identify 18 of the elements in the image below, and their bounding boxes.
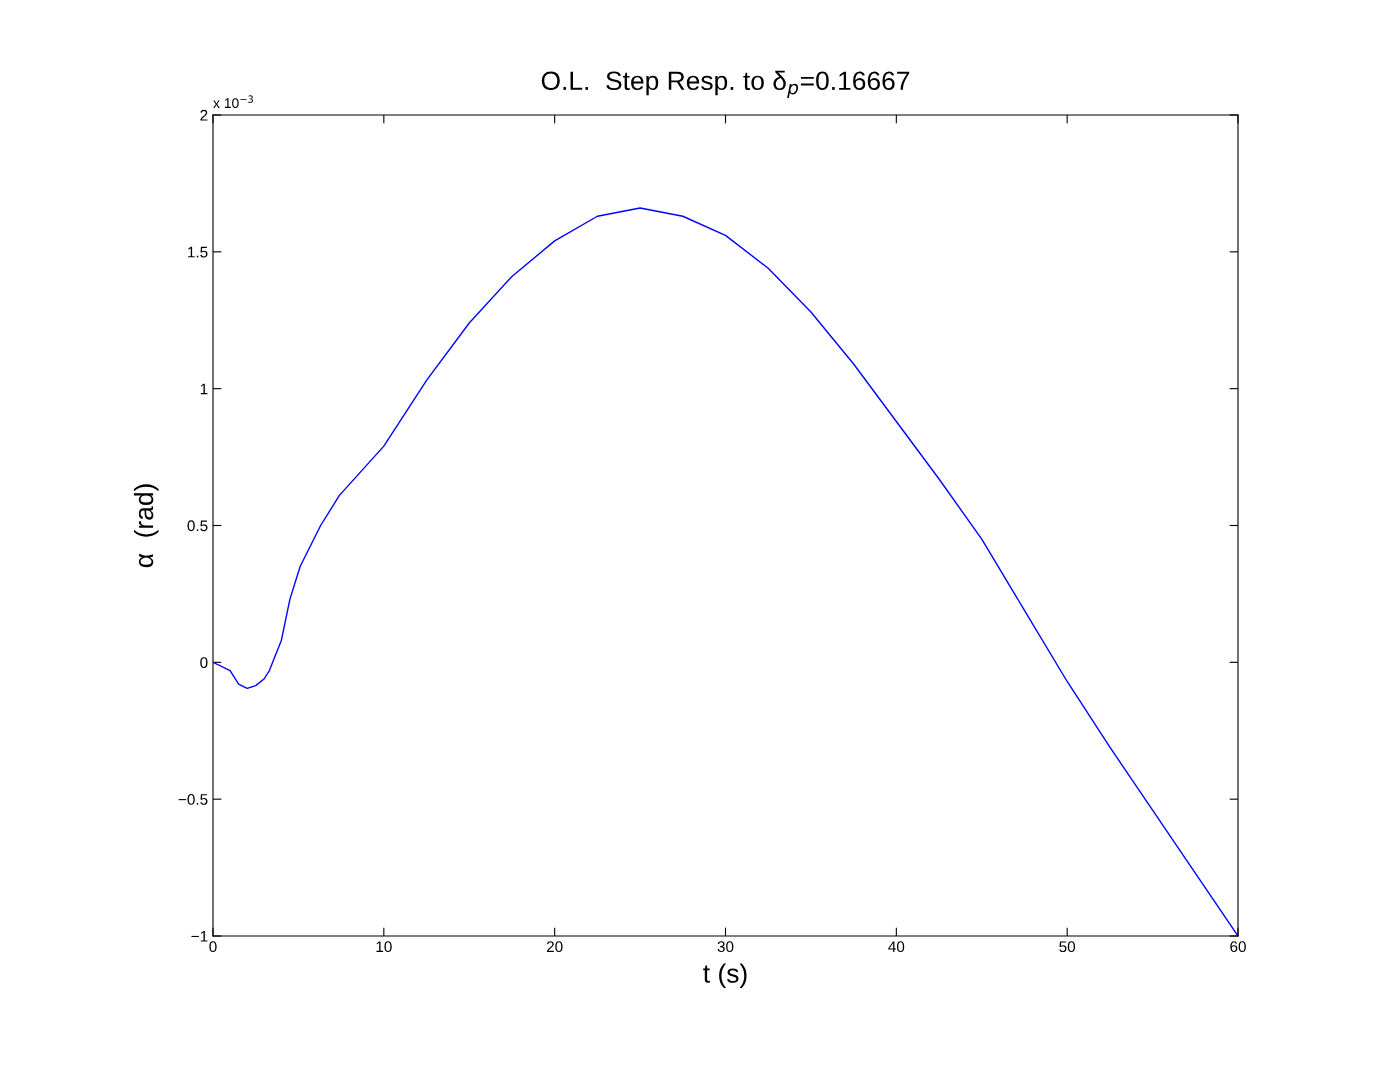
y-tick-label: 2 xyxy=(200,109,208,121)
y-axis-title: α (rad) xyxy=(133,484,159,568)
y-tick-label: 1.5 xyxy=(188,246,208,258)
x-tick-label: 20 xyxy=(546,941,563,953)
x-axis-title: t (s) xyxy=(703,963,747,989)
x-tick-label: 40 xyxy=(888,941,905,953)
y-tick-label: −0.5 xyxy=(178,794,208,805)
chart-title: O.L. Step Resp. to δ$_{p}$=0.16667 xyxy=(541,70,910,99)
x-tick-label: 30 xyxy=(717,941,734,953)
x-tick-label: 50 xyxy=(1059,941,1076,953)
y-tick-label: −1 xyxy=(191,931,208,942)
y-tick-label: 0.5 xyxy=(187,520,208,532)
x-tick-label: 0 xyxy=(209,941,217,953)
x-tick-label: 60 xyxy=(1230,941,1246,953)
y-tick-label: 0 xyxy=(200,657,208,669)
x-tick-label: 10 xyxy=(376,941,392,953)
text: x 10$^{−3}$ xyxy=(213,95,253,109)
y-tick-label: 1 xyxy=(200,383,208,395)
